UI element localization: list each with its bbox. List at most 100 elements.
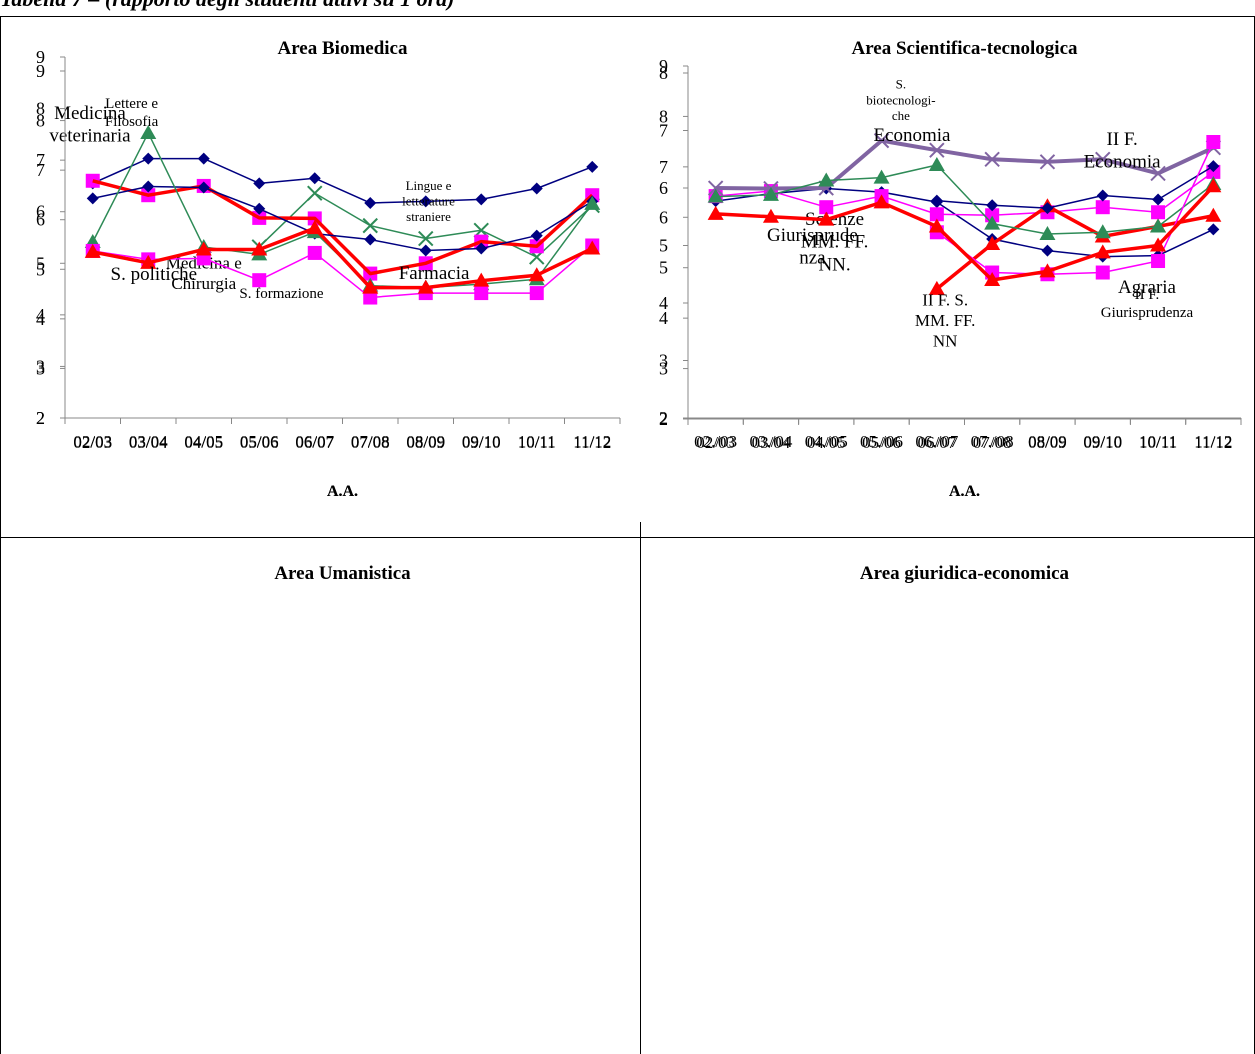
x-tick-label: 08/09 <box>406 432 445 451</box>
data-point-s2-8-b <box>1150 165 1166 182</box>
annotation-label: Lettere e Filosofia <box>105 96 159 130</box>
annotation-line: Giurisprudenza <box>1101 305 1194 321</box>
frame-left-border <box>0 16 1 1054</box>
x-tick-label: 10/11 <box>1139 433 1177 452</box>
frame-vertical-divider-bottom <box>640 537 641 1054</box>
data-point-s2-6-b <box>1039 154 1056 170</box>
data-point-s3-4 <box>928 218 945 233</box>
series-line-1-0 <box>715 164 1214 235</box>
x-tick-label: 02/03 <box>73 432 112 451</box>
chart-title: Area giuridica-economica <box>860 563 1070 584</box>
y-tick-label: 2 <box>659 408 668 428</box>
data-point-s1-5-b <box>362 217 378 234</box>
data-point-s2-5-b <box>984 151 1000 167</box>
data-point-s3-8 <box>1150 237 1167 252</box>
data-point-s1-2 <box>818 172 835 187</box>
data-point-s3-5 <box>362 279 379 294</box>
annotation-label: II F. Economia <box>1084 129 1162 173</box>
data-point-s0-6 <box>419 195 432 208</box>
chart-title: Area Biomedica <box>278 38 408 59</box>
y-tick-label: 4 <box>659 308 668 328</box>
x-tick-label: 09/10 <box>1083 432 1122 451</box>
data-point-s2-7 <box>474 286 489 301</box>
data-point-s0-1 <box>142 180 155 193</box>
y-tick-label: 2 <box>36 408 45 428</box>
series-line-3-0 <box>92 226 594 290</box>
data-point-s0-5 <box>986 199 999 212</box>
data-point-s0-3 <box>253 177 266 190</box>
data-point-s1-4 <box>929 207 944 222</box>
data-point-s3-9 <box>1205 207 1222 222</box>
series-line-3-0 <box>715 185 1215 282</box>
y-tick-label: 5 <box>36 259 45 279</box>
y-tick-label: 4 <box>659 293 668 313</box>
data-point-s0-5 <box>364 233 377 246</box>
data-point-s0-9 <box>1207 160 1220 173</box>
annotation-line: II F. S. <box>922 291 968 310</box>
data-point-s0-2 <box>197 152 210 165</box>
data-point-s0-4 <box>930 194 943 207</box>
y-tick-label: 8 <box>36 111 45 131</box>
data-point-s3-7 <box>1094 244 1111 259</box>
annotation-label: II F. Giurisprudenza <box>1101 287 1194 321</box>
annotation-label: S. biotecnologi-che <box>866 77 935 123</box>
data-point-s0-6 <box>1041 244 1054 257</box>
y-tick-label: 4 <box>36 305 45 325</box>
y-tick-label: 7 <box>659 121 668 141</box>
y-tick-label: 4 <box>36 309 45 329</box>
data-point-s2-5 <box>363 290 378 305</box>
annotation-line: straniere <box>406 209 451 224</box>
annotation-line: Economia <box>873 125 951 146</box>
data-point-s0-6 <box>1041 202 1054 215</box>
data-point-s3-5 <box>984 236 1001 251</box>
data-point-s3-3 <box>873 194 890 209</box>
data-point-s1-5 <box>985 208 1000 223</box>
y-tick-label: 8 <box>36 99 45 119</box>
x-tick-label: 07/08 <box>351 433 390 452</box>
data-point-s0-4 <box>308 172 321 185</box>
annotation-line: Lingue e <box>406 178 452 193</box>
data-point-s0-8 <box>530 229 543 242</box>
data-point-s2-4 <box>929 142 945 158</box>
data-point-s0-7 <box>475 242 488 255</box>
x-tick-label: 03/04 <box>752 433 791 452</box>
x-tick-label: 06/07 <box>295 433 334 452</box>
x-tick-label: 05/06 <box>240 433 279 452</box>
x-tick-label: 04/05 <box>184 433 223 452</box>
data-point-s3-1 <box>762 208 779 223</box>
x-tick-label: 11/12 <box>573 432 611 451</box>
x-tick-label: 03/04 <box>129 432 168 451</box>
data-point-s2-4 <box>307 245 322 260</box>
y-tick-label: 2 <box>659 409 668 429</box>
data-point-s3-6 <box>1039 263 1056 278</box>
y-tick-label: 5 <box>659 236 668 256</box>
data-point-s2-8 <box>529 286 544 301</box>
series-line-0-0 <box>92 157 593 204</box>
data-point-s0-8 <box>1152 193 1165 206</box>
y-tick-label: 8 <box>659 63 668 83</box>
x-tick-label: 10/11 <box>518 432 556 451</box>
data-point-s1-7 <box>1094 224 1111 239</box>
y-tick-label: 3 <box>659 359 668 379</box>
x-tick-label: 10/11 <box>1139 432 1177 451</box>
x-tick-label: 09/10 <box>462 433 501 452</box>
annotation-label: Lingue e letterature straniere <box>402 178 455 224</box>
data-point-s0-9 <box>586 160 599 173</box>
series-line-2-0 <box>936 141 1215 275</box>
x-tick-label: 09/10 <box>462 432 501 451</box>
annotation-line: biotecnologi- <box>866 92 935 107</box>
annotation-line: che <box>892 108 910 123</box>
x-tick-label: 06/07 <box>295 432 334 451</box>
x-tick-label: 07/08 <box>351 432 390 451</box>
data-point-s0-5 <box>364 196 377 209</box>
data-point-s2-7 <box>1095 265 1110 280</box>
y-tick-label: 2 <box>36 408 45 428</box>
data-point-s1-4 <box>307 185 323 201</box>
y-tick-label: 8 <box>659 106 668 126</box>
annotation-line: II F. <box>1107 129 1138 150</box>
annotation-line: S. formazione <box>239 286 323 302</box>
series-line-0-0 <box>936 165 1214 209</box>
data-point-s2-4-b <box>929 142 945 158</box>
annotation-line: nza <box>799 248 826 269</box>
